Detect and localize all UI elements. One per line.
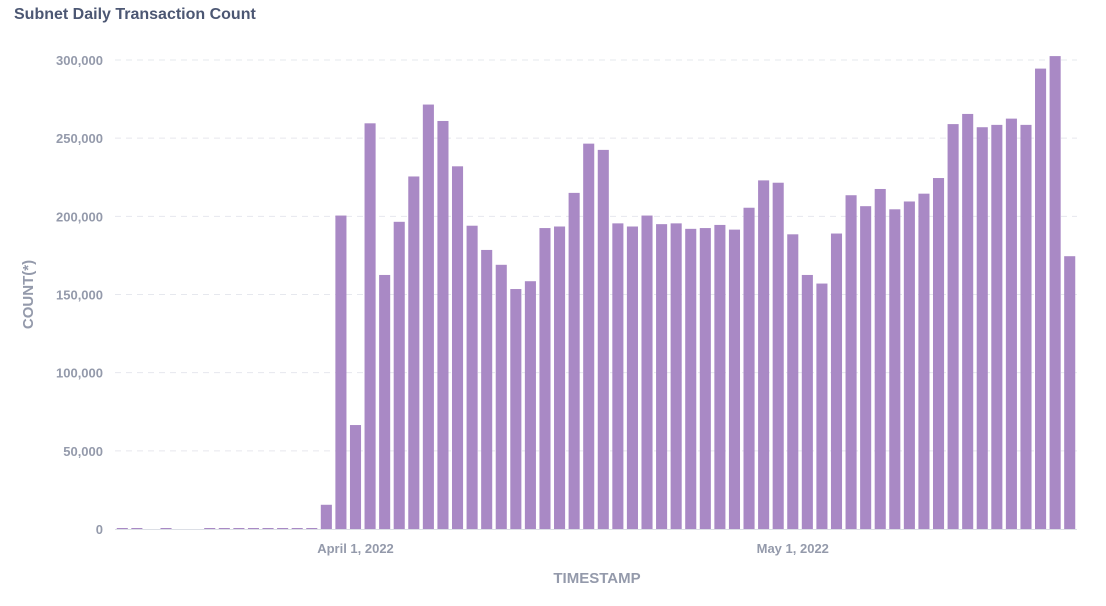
bar[interactable] [714,224,726,529]
y-tick-label: 150,000 [56,288,103,303]
bar[interactable] [277,528,289,529]
bar[interactable] [364,123,376,529]
bar[interactable] [160,528,172,529]
bar[interactable] [437,120,449,529]
bar[interactable] [379,274,391,529]
bar[interactable] [860,206,872,529]
bar[interactable] [306,528,318,529]
y-tick-label: 250,000 [56,131,103,146]
bar[interactable] [510,289,522,529]
x-tick-label: May 1, 2022 [757,541,829,556]
bar[interactable] [991,124,1003,530]
bar[interactable] [874,188,886,529]
bar[interactable] [816,283,828,529]
bar[interactable] [408,176,420,530]
bar[interactable] [1005,118,1017,529]
bar[interactable] [932,178,945,529]
y-tick-label: 0 [96,522,103,537]
bar[interactable] [262,528,274,529]
bar[interactable] [554,226,566,529]
bar[interactable] [291,528,303,529]
bar[interactable] [962,113,974,529]
bar[interactable] [524,281,536,529]
bar[interactable] [466,225,478,530]
bar[interactable] [699,228,711,529]
bar[interactable] [131,528,143,529]
bar[interactable] [583,143,595,529]
bar[interactable] [349,425,362,529]
bar[interactable] [218,528,230,529]
bar[interactable] [422,104,434,530]
y-tick-label: 300,000 [56,53,103,68]
bar[interactable] [758,180,770,530]
bar[interactable] [685,228,697,529]
bar[interactable] [787,234,799,530]
bar[interactable] [743,207,755,530]
bars [116,56,1076,530]
bar[interactable] [830,233,843,529]
y-tick-label: 50,000 [63,444,103,459]
bar[interactable] [903,201,915,529]
bar[interactable] [656,224,668,529]
bar[interactable] [451,166,464,529]
bar[interactable] [728,229,741,529]
bar[interactable] [641,215,653,529]
x-axis-ticks: April 1, 2022 May 1, 2022 [317,541,829,556]
x-tick-label: April 1, 2022 [317,541,394,556]
bar[interactable] [393,221,405,529]
y-axis-title: COUNT(*) [20,260,37,329]
bar[interactable] [1035,68,1047,530]
bar[interactable] [1020,124,1032,530]
x-axis-title: TIMESTAMP [553,570,640,587]
bar[interactable] [772,182,784,529]
y-tick-label: 200,000 [56,209,103,224]
bar[interactable] [116,528,128,529]
bar[interactable] [1064,256,1076,529]
bar[interactable] [626,226,638,529]
bar[interactable] [233,528,245,529]
bar[interactable] [612,223,624,529]
y-tick-label: 100,000 [56,366,103,381]
bar[interactable] [801,274,813,529]
bar[interactable] [918,193,930,530]
bar[interactable] [335,215,347,529]
bar[interactable] [845,195,857,529]
y-axis-ticks: 0 50,000 100,000 150,000 200,000 250,000 300,0… [56,53,103,537]
bar[interactable] [568,192,580,529]
bar[interactable] [670,223,682,529]
bar[interactable] [495,264,507,529]
bar[interactable] [889,209,901,529]
bar[interactable] [1049,56,1061,529]
chart-title: Subnet Daily Transaction Count [14,6,256,23]
gridlines [115,59,1077,452]
bar[interactable] [539,228,551,529]
bar[interactable] [247,528,260,529]
bar[interactable] [976,127,988,530]
bar[interactable] [947,124,959,529]
bar[interactable] [320,504,332,529]
bar[interactable] [481,249,493,529]
bar[interactable] [204,528,216,529]
bar[interactable] [597,149,609,529]
